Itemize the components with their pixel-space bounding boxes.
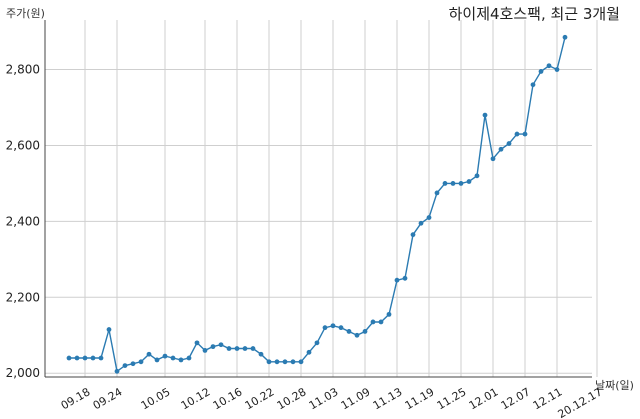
data-point [114,368,120,374]
data-point [498,146,504,152]
x-tick-label: 20.12.17 [556,385,605,419]
data-point [442,181,448,186]
data-point [122,363,128,369]
data-point [330,323,336,329]
x-tick-label: 12.01 [467,385,501,412]
data-point [274,359,280,365]
data-point [554,67,560,72]
data-point [226,346,232,351]
data-point [530,82,536,88]
data-point [378,319,384,325]
x-tick-label: 09.18 [59,385,93,412]
data-point [250,346,256,351]
data-point [458,181,464,186]
data-point [218,342,224,348]
data-point [66,355,72,361]
data-point [418,220,424,226]
data-point [234,346,240,351]
data-point [450,181,456,186]
data-point [362,329,368,334]
data-point [522,131,528,137]
data-point [130,361,136,367]
data-point [74,355,80,361]
data-point [178,357,184,363]
data-point [194,340,200,346]
data-point [282,359,288,365]
data-point [306,349,312,355]
data-point [538,69,544,74]
x-tick-label: 11.03 [307,385,341,412]
data-point [402,275,408,281]
data-point [482,112,488,118]
grid [45,20,598,377]
data-point [258,351,264,357]
x-tick-label: 10.12 [179,385,213,412]
data-point [90,355,96,361]
y-tick-label: 2,000 [6,366,40,380]
x-tick-label: 10.16 [211,385,245,412]
data-point [298,359,304,365]
data-point [82,355,88,361]
data-point [338,325,344,331]
series-layer [66,34,568,374]
x-tick-label: 09.24 [91,385,125,412]
data-point [186,355,192,361]
data-point [290,359,296,365]
y-tick-label: 2,200 [6,290,40,304]
data-point [370,319,376,325]
data-point [170,355,176,361]
data-point [106,327,112,332]
data-point [546,63,552,69]
data-point [466,179,472,184]
y-tick-label: 2,800 [6,63,40,77]
x-tick-label: 11.13 [371,385,405,412]
data-point [314,340,320,346]
data-point [266,359,272,365]
y-axis-label: 주가(원) [6,7,45,20]
x-tick-label: 10.28 [275,385,309,412]
data-point [154,357,160,363]
data-point [426,215,432,220]
data-point [474,173,480,179]
data-point [162,353,168,359]
chart-title: 하이제4호스팩, 최근 3개월 [449,5,620,23]
x-tick-label: 11.09 [339,385,373,412]
axes [44,20,592,378]
data-point [210,344,216,350]
series-line [69,37,566,373]
data-point [562,34,568,40]
x-tick-label: 11.19 [403,385,437,412]
data-point [242,346,248,351]
data-point [490,156,496,162]
x-tick-label: 10.05 [139,385,173,412]
data-point [322,325,328,331]
y-tick-label: 2,400 [6,214,40,228]
x-tick-label: 11.25 [435,385,469,412]
data-point [410,232,416,238]
data-point [346,329,352,334]
data-point [394,277,400,283]
x-tick-label: 10.22 [243,385,277,412]
y-tick-label: 2,600 [6,138,40,152]
data-point [386,311,392,317]
data-point [146,351,152,357]
data-point [138,359,144,365]
data-point [434,190,440,196]
x-tick-label: 12.07 [499,385,533,412]
x-axis-label: 날짜(일) [595,378,634,392]
data-point [98,355,104,361]
data-point [506,141,512,146]
data-point [354,332,360,338]
y-tick-labels: 2,000 2,200 2,400 2,600 2,800 [6,63,40,381]
data-point [514,131,520,137]
data-point [202,348,208,353]
